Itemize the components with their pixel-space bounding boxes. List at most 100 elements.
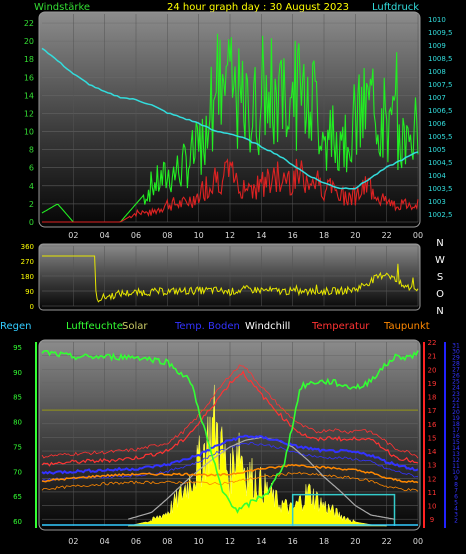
temperature-x-tick-label: 12 — [225, 537, 235, 546]
ground-temp-tick-label: 6 — [454, 493, 458, 500]
chart-marks-layer: 02468101214161820221002,510031003,510041… — [13, 14, 460, 546]
wind-direction-series-line — [42, 255, 419, 303]
wind-x-tick-label: 00 — [413, 231, 423, 240]
wind-x-tick-label: 04 — [100, 231, 110, 240]
humidity-tick-label: 80 — [13, 419, 22, 427]
temperature-tick-label: 17 — [428, 407, 437, 415]
temperature-tick-label: 12 — [428, 475, 437, 483]
ground-temp-tick-label: 12 — [452, 457, 460, 464]
pressure-tick-label: 1005 — [428, 146, 446, 154]
wind-tick-label: 2 — [29, 200, 34, 209]
ground-temp-tick-label: 9 — [454, 475, 458, 482]
wind-x-tick-label: 18 — [319, 231, 329, 240]
temperature-x-tick-label: 06 — [131, 537, 141, 546]
pressure-tick-label: 1003,5 — [428, 185, 453, 193]
graph-title: 24 hour graph day : 30 August 2023 — [167, 2, 349, 13]
wind-x-tick-label: 08 — [162, 231, 172, 240]
direction-tick-label: 90 — [25, 288, 34, 296]
ground-temp-tick-label: 17 — [452, 427, 460, 434]
wind-axis-title: Windstärke — [34, 2, 90, 13]
ground-temp-tick-label: 23 — [452, 391, 460, 398]
humidity-tick-label: 75 — [13, 443, 22, 451]
wind-series-line — [42, 158, 419, 223]
temperature-x-tick-label: 02 — [68, 537, 78, 546]
direction-tick-label: 270 — [21, 258, 34, 266]
humidity-tick-label: 65 — [13, 493, 22, 501]
temperature-x-tick-label: 14 — [256, 537, 266, 546]
ground-temp-tick-label: 15 — [452, 439, 460, 446]
dewpoint-series-line — [41, 463, 419, 484]
temperature-x-tick-label: 10 — [194, 537, 204, 546]
temperature-x-tick-label: 16 — [288, 537, 298, 546]
pressure-tick-label: 1010 — [428, 16, 446, 24]
wind-tick-label: 18 — [24, 55, 34, 64]
temperature-x-tick-label: 00 — [413, 537, 423, 546]
compass-label: N — [436, 238, 443, 249]
temperature-series-line — [41, 370, 419, 467]
humidity-tick-label: 70 — [13, 468, 22, 476]
ground-temp-tick-label: 3 — [454, 511, 458, 518]
windchill-series-line — [128, 436, 395, 520]
ground-temp-tick-label: 10 — [452, 469, 460, 476]
temperature-max-line — [41, 364, 419, 459]
ground-temp-tick-label: 13 — [452, 451, 460, 458]
legend-temp-boden: Temp. Boden — [174, 321, 240, 332]
pressure-tick-label: 1005,5 — [428, 133, 453, 141]
wind-tick-label: 10 — [24, 128, 34, 137]
wind-x-tick-label: 12 — [225, 231, 235, 240]
ground-temp-tick-label: 8 — [454, 481, 458, 488]
dewpoint-min-line — [41, 471, 419, 492]
wind-x-tick-label: 10 — [194, 231, 204, 240]
legend-taupunkt: Taupunkt — [383, 321, 430, 332]
temperature-x-tick-label: 18 — [319, 537, 329, 546]
ground-temp-tick-label: 4 — [454, 505, 458, 512]
humidity-series-line — [41, 349, 419, 514]
ground-temp-tick-label: 19 — [452, 415, 460, 422]
compass-label: N — [436, 306, 443, 317]
legend-solar: Solar — [122, 321, 148, 332]
pressure-tick-label: 1004,5 — [428, 159, 453, 167]
temperature-tick-label: 14 — [428, 448, 437, 456]
wind-x-tick-label: 20 — [350, 231, 360, 240]
temperature-tick-label: 20 — [428, 366, 437, 374]
ground-temp-tick-label: 7 — [454, 487, 458, 494]
ground-temp-tick-label: 30 — [452, 349, 460, 356]
pressure-tick-label: 1002,5 — [428, 211, 453, 219]
pressure-series-line — [41, 47, 419, 190]
ground-temp-tick-label: 27 — [452, 367, 460, 374]
wind-tick-label: 6 — [29, 164, 34, 173]
temperature-tick-label: 15 — [428, 434, 437, 442]
pressure-tick-label: 1007,5 — [428, 81, 453, 89]
pressure-tick-label: 1003 — [428, 198, 446, 206]
ground-temp-tick-label: 18 — [452, 421, 460, 428]
temperature-tick-label: 18 — [428, 394, 437, 402]
compass-label: S — [437, 272, 443, 283]
ground-temp-tick-label: 25 — [452, 379, 460, 386]
pressure-tick-label: 1004 — [428, 172, 446, 180]
wind-x-tick-label: 06 — [131, 231, 141, 240]
wind-tick-label: 16 — [24, 73, 34, 82]
ground-temp-tick-label: 14 — [452, 445, 460, 452]
ground-temp-tick-label: 11 — [452, 463, 460, 470]
temperature-x-tick-label: 20 — [350, 537, 360, 546]
pressure-tick-label: 1006 — [428, 120, 446, 128]
ground-temp-tick-label: 22 — [452, 397, 460, 404]
pressure-tick-label: 1009 — [428, 42, 446, 50]
ground-temp-tick-label: 28 — [452, 361, 460, 368]
wind-x-tick-label: 14 — [256, 231, 266, 240]
wind-direction-plot-area — [38, 243, 421, 311]
temperature-x-tick-label: 22 — [382, 537, 392, 546]
temperature-x-tick-label: 04 — [100, 537, 110, 546]
temperature-tick-label: 19 — [428, 380, 437, 388]
pressure-tick-label: 1007 — [428, 94, 446, 102]
wind-pressure-plot-area — [38, 11, 421, 228]
ground-temp-tick-label: 24 — [452, 385, 460, 392]
temperature-tick-label: 9 — [430, 516, 434, 524]
temperature-tick-label: 22 — [428, 339, 437, 347]
pressure-tick-label: 1006,5 — [428, 107, 453, 115]
temperature-x-tick-label: 08 — [162, 537, 172, 546]
compass-label: W — [435, 255, 445, 266]
humidity-tick-label: 85 — [13, 394, 22, 402]
ground-temp-tick-label: 29 — [452, 355, 460, 362]
